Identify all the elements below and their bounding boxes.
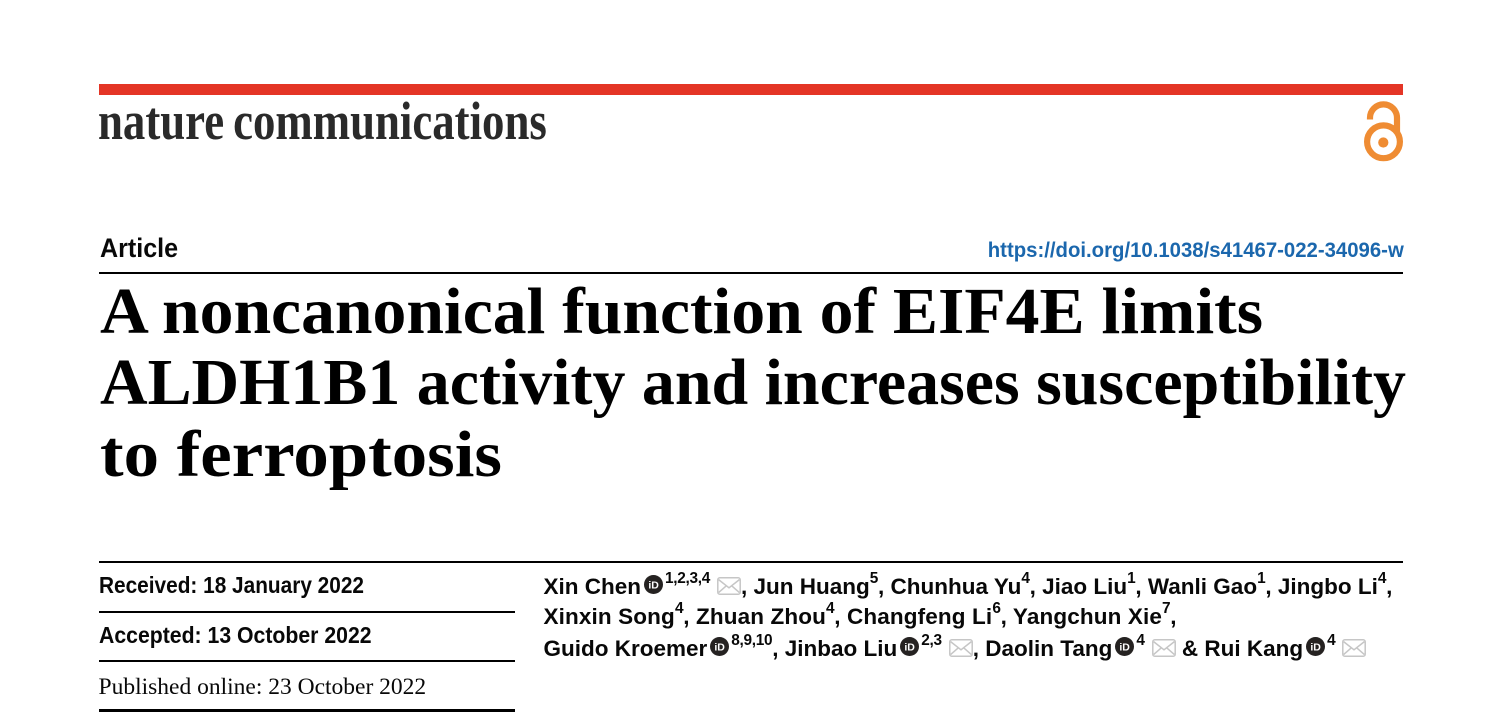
svg-text:iD: iD [1311, 641, 1322, 653]
svg-text:iD: iD [648, 579, 659, 591]
svg-text:iD: iD [905, 641, 916, 653]
svg-text:iD: iD [715, 641, 726, 653]
svg-text:iD: iD [1120, 641, 1131, 653]
